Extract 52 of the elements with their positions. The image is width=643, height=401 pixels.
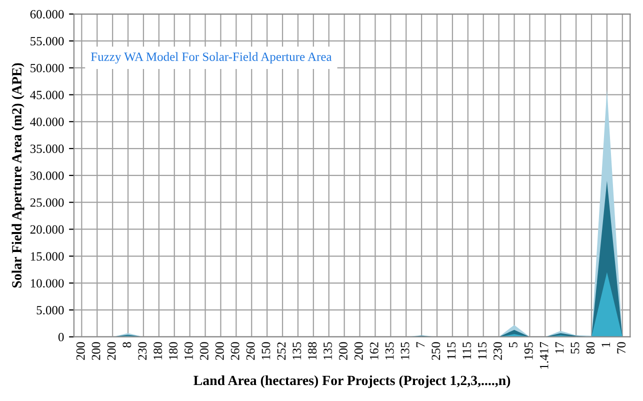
x-tick-label: 200 — [354, 342, 363, 360]
y-tick-label: 10.000 — [30, 279, 64, 288]
y-tick-label: 45.000 — [30, 90, 64, 100]
x-tick-label: 135 — [400, 342, 410, 360]
x-tick-label: 8 — [122, 342, 132, 348]
x-tick-label: 1 — [602, 342, 610, 347]
x-tick-label: 252 — [277, 342, 286, 360]
x-tick-label: 150 — [262, 342, 270, 360]
x-tick-label: 7 — [416, 342, 425, 348]
y-tick-label: 15.000 — [30, 252, 64, 261]
x-tick-label: 200 — [76, 342, 85, 360]
y-tick-label: 30.000 — [30, 171, 64, 180]
x-tick-label: 135 — [324, 342, 332, 360]
y-axis-title: Solar Field Aperture Area (m2) (APE) — [12, 63, 24, 288]
x-tick-label: 1.417 — [540, 342, 548, 369]
y-tick-label: 55.000 — [30, 36, 64, 46]
x-tick-label: 115 — [462, 342, 472, 359]
x-tick-label: 55 — [570, 342, 580, 354]
x-tick-label: 230 — [138, 342, 147, 360]
x-tick-label: 230 — [494, 342, 502, 360]
y-tick-label: 35.000 — [30, 144, 64, 154]
y-tick-label: 50.000 — [30, 64, 64, 72]
x-tick-label: 260 — [230, 342, 240, 360]
x-tick-label: 200 — [215, 342, 224, 360]
y-tick-label: 0 — [58, 332, 64, 342]
y-tick-label: 40.000 — [30, 118, 64, 126]
x-tick-label: 180 — [169, 342, 178, 360]
y-tick-label: 20.000 — [30, 225, 64, 234]
y-tick-label: 25.000 — [30, 198, 64, 207]
x-tick-label: 5 — [509, 342, 518, 348]
x-tick-label: 200 — [92, 342, 100, 360]
x-tick-label: 200 — [107, 342, 116, 360]
x-tick-label: 200 — [339, 342, 348, 360]
x-tick-label: 162 — [370, 342, 378, 360]
x-tick-label: 115 — [478, 342, 486, 359]
y-tick-label: 60.000 — [30, 10, 64, 19]
x-tick-label: 17 — [555, 342, 564, 354]
x-tick-label: 200 — [200, 342, 208, 360]
x-tick-label: 180 — [154, 342, 162, 360]
x-tick-label: 70 — [617, 342, 626, 354]
x-tick-label: 250 — [432, 342, 440, 360]
x-tick-label: 135 — [292, 342, 302, 360]
x-tick-label: 115 — [447, 342, 456, 359]
x-tick-label: 260 — [246, 342, 255, 360]
x-tick-label: 135 — [385, 342, 394, 360]
text: Fuzzy WA Model For Solar-Field Aperture Area — [90, 52, 332, 64]
x-axis-title: Land Area (hectares) For Projects (Project 1,2,3,....,n) — [194, 375, 510, 388]
x-tick-label: 160 — [184, 342, 193, 360]
x-tick-label: 195 — [524, 342, 533, 360]
x-tick-label: 80 — [586, 342, 595, 354]
x-tick-label: 188 — [308, 342, 317, 360]
y-tick-label: 5.000 — [36, 306, 64, 314]
